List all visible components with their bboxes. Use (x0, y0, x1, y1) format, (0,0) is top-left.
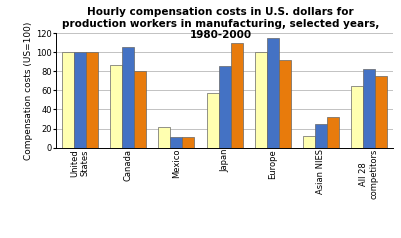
Bar (110, 65, 122, 148)
Bar (134, 71, 146, 148)
Bar (255, 52, 267, 148)
Text: Hourly compensation costs in U.S. dollars for
production workers in manufacturin: Hourly compensation costs in U.S. dollar… (62, 7, 379, 40)
Bar (170, 137, 182, 148)
Bar (327, 117, 339, 148)
Bar (279, 60, 291, 148)
Bar (303, 136, 315, 148)
Bar (315, 124, 327, 148)
Bar (182, 137, 194, 148)
Bar (122, 47, 134, 148)
Bar (219, 66, 231, 148)
Bar (267, 38, 279, 148)
Y-axis label: Compensation costs (US=100): Compensation costs (US=100) (24, 21, 33, 160)
Bar (207, 93, 219, 148)
Bar (375, 76, 387, 148)
Bar (86, 52, 98, 148)
Bar (74, 52, 86, 148)
Bar (351, 86, 363, 148)
Bar (158, 127, 170, 148)
Bar (231, 43, 243, 148)
Bar (363, 69, 375, 148)
Bar (62, 52, 74, 148)
